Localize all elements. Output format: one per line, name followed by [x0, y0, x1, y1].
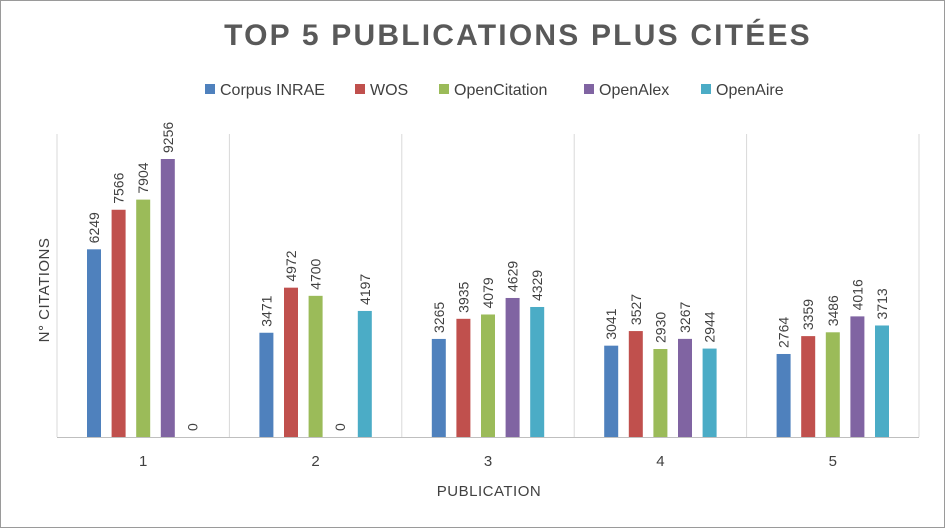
bar [505, 297, 520, 437]
legend-swatch [701, 84, 711, 94]
bar [678, 338, 692, 437]
bar [87, 249, 101, 437]
data-label: 9256 [160, 122, 176, 153]
data-label: 3471 [258, 295, 274, 326]
bar [308, 295, 323, 437]
data-label: 3713 [874, 288, 890, 319]
data-label: 4079 [480, 277, 496, 308]
x-tick-label: 4 [656, 453, 664, 470]
data-label: 0 [184, 423, 200, 431]
data-label: 3527 [628, 294, 644, 325]
data-label: 3265 [431, 302, 447, 333]
data-label: 3267 [677, 302, 693, 333]
bar [111, 209, 126, 437]
bar [259, 332, 274, 437]
legend-swatch [205, 84, 215, 94]
x-axis-title: PUBLICATION [437, 483, 541, 500]
plot-area: 6249 7566 7904 9256 0 1 3471 4972 4700 0 4197 2 3265… [56, 122, 920, 470]
bar [776, 353, 791, 437]
y-axis-title: N° CITATIONS [36, 238, 53, 343]
bar [604, 345, 619, 437]
data-label: 7904 [135, 162, 151, 193]
data-label: 4329 [529, 270, 545, 301]
data-label: 4629 [505, 261, 521, 292]
legend-label: Corpus INRAE [220, 82, 325, 99]
bar [653, 348, 668, 437]
legend-swatch [355, 84, 365, 94]
bar [160, 159, 175, 437]
bar [456, 318, 471, 437]
bar [357, 310, 372, 437]
bar [530, 306, 545, 437]
data-label: 6249 [86, 212, 102, 243]
bar [850, 316, 865, 437]
bar [136, 199, 151, 437]
data-label: 2944 [702, 311, 718, 342]
bar [431, 338, 446, 437]
x-tick-label: 5 [829, 453, 837, 470]
chart-title: TOP 5 PUBLICATIONS PLUS CITÉES [224, 18, 812, 52]
bar [801, 336, 816, 437]
bar [284, 287, 298, 437]
bar [875, 325, 889, 437]
legend-label: WOS [370, 82, 408, 99]
legend: Corpus INRAE WOS OpenCitation OpenAlex OpenA… [205, 82, 784, 99]
legend-swatch [439, 84, 449, 94]
bar [628, 331, 643, 437]
legend-label: OpenAire [716, 82, 784, 99]
legend-label: OpenCitation [454, 82, 547, 99]
data-label: 4972 [283, 250, 299, 281]
data-label: 0 [332, 423, 348, 431]
data-label: 3486 [825, 295, 841, 326]
data-label: 4700 [308, 258, 324, 289]
data-label: 2930 [652, 312, 668, 343]
x-tick-label: 3 [484, 453, 492, 470]
bar [825, 332, 840, 437]
legend-swatch [584, 84, 594, 94]
data-label: 3041 [603, 308, 619, 339]
data-label: 3359 [800, 299, 816, 330]
data-label: 2764 [776, 317, 792, 348]
data-label: 3935 [455, 281, 471, 312]
data-label: 4016 [849, 279, 865, 310]
legend-label: OpenAlex [599, 82, 669, 99]
x-tick-label: 2 [311, 453, 319, 470]
data-label: 4197 [357, 274, 373, 305]
x-tick-label: 1 [139, 453, 147, 470]
bar [481, 314, 495, 437]
data-label: 7566 [111, 172, 127, 203]
bar [702, 348, 717, 437]
